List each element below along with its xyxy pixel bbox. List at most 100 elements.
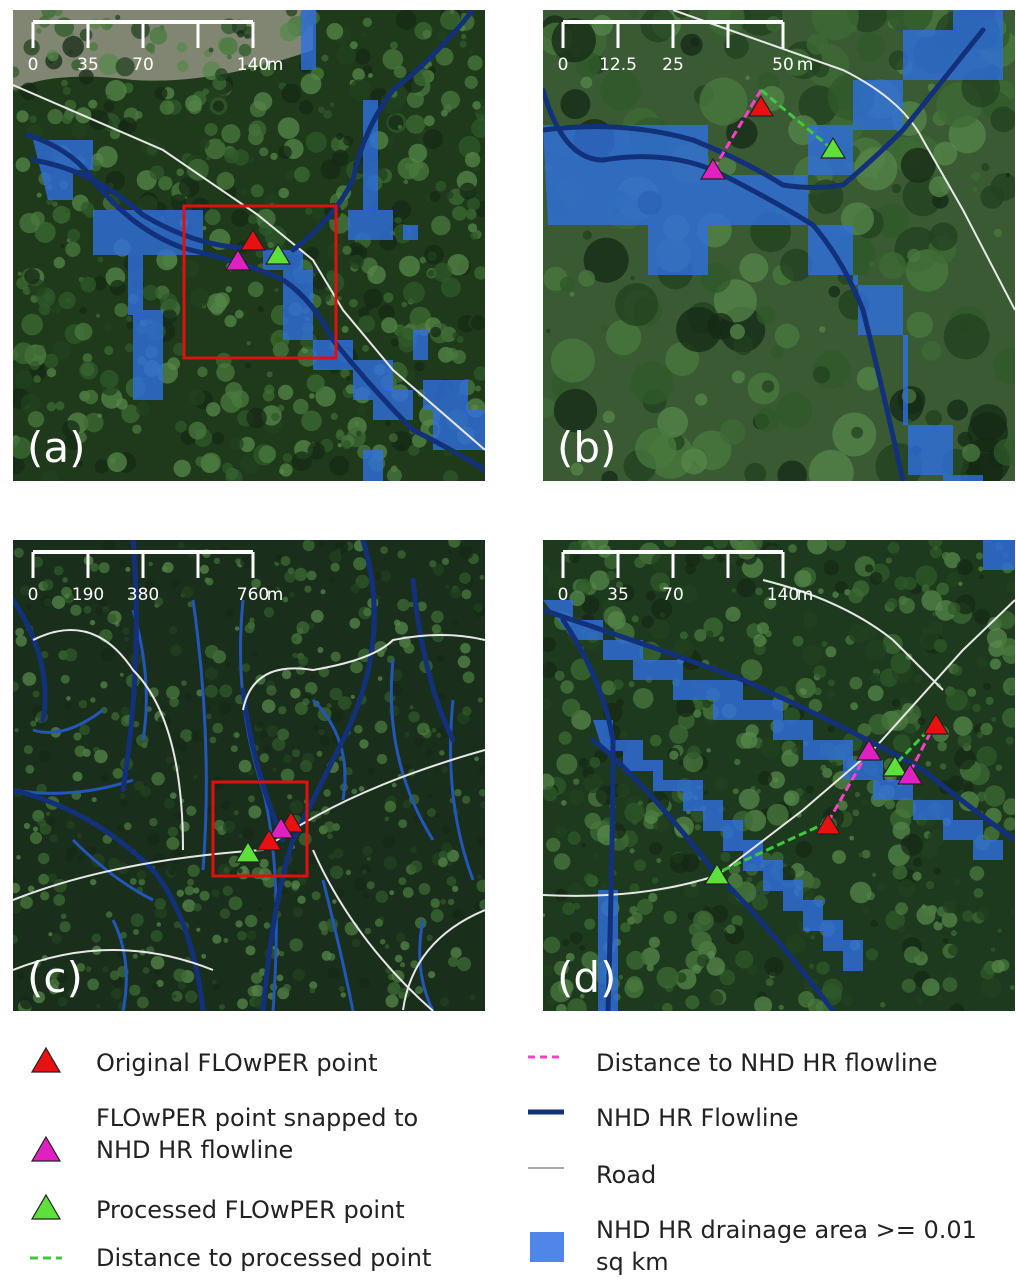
- tree: [452, 206, 467, 221]
- tree: [967, 688, 976, 697]
- scale-label: 140: [237, 55, 269, 75]
- tree: [185, 886, 195, 896]
- tree: [912, 872, 921, 881]
- tree: [331, 563, 340, 572]
- tree: [720, 852, 730, 862]
- tree: [80, 307, 87, 314]
- tree: [246, 408, 266, 428]
- tree: [304, 586, 311, 593]
- tree: [80, 277, 96, 293]
- tree: [383, 293, 393, 303]
- tree: [755, 407, 780, 432]
- tree: [223, 821, 235, 833]
- tree: [152, 984, 158, 990]
- panel-label: (d): [557, 953, 616, 1002]
- tree: [809, 964, 814, 969]
- tree: [242, 663, 251, 672]
- tree: [239, 760, 252, 773]
- tree: [408, 711, 419, 722]
- tree: [150, 27, 168, 45]
- tree: [907, 312, 933, 338]
- tree: [39, 750, 52, 763]
- tree: [465, 76, 478, 89]
- tree: [442, 558, 449, 565]
- tree: [314, 726, 319, 731]
- tree: [384, 856, 397, 869]
- tree: [292, 451, 312, 471]
- tree: [245, 915, 257, 927]
- tree: [947, 400, 968, 421]
- tree: [669, 725, 688, 744]
- tree: [223, 886, 233, 896]
- tree: [137, 997, 149, 1009]
- tree: [922, 978, 940, 996]
- tree: [77, 833, 82, 838]
- tree: [352, 939, 361, 948]
- tree: [271, 413, 279, 421]
- tree: [312, 891, 321, 900]
- panel-label: (c): [27, 953, 83, 1002]
- tree: [448, 957, 459, 968]
- tree: [177, 60, 188, 71]
- tree: [375, 721, 388, 734]
- tree: [926, 881, 934, 889]
- tree: [168, 827, 178, 837]
- tree: [234, 732, 239, 737]
- tree: [818, 588, 824, 594]
- tree: [290, 688, 301, 699]
- tree: [937, 742, 947, 752]
- tree: [913, 858, 922, 867]
- tree: [259, 147, 268, 156]
- tree: [468, 223, 477, 232]
- tree: [177, 42, 187, 52]
- tree: [19, 213, 39, 233]
- tree: [213, 723, 224, 734]
- tree: [54, 257, 65, 268]
- tree: [143, 967, 150, 974]
- tree: [322, 951, 332, 961]
- tree: [148, 562, 152, 566]
- tree: [376, 573, 383, 580]
- tree: [30, 361, 40, 371]
- tree: [75, 746, 86, 757]
- tree: [367, 857, 371, 861]
- tree: [90, 620, 95, 625]
- tree: [168, 867, 176, 875]
- legend-label: Distance to processed point: [96, 1242, 431, 1274]
- tree: [327, 968, 339, 980]
- scale-label: 140: [767, 585, 799, 605]
- tree: [24, 269, 40, 285]
- tree: [828, 679, 835, 686]
- tree: [35, 345, 46, 356]
- tree: [264, 607, 274, 617]
- tree: [63, 87, 71, 95]
- tree: [390, 42, 398, 50]
- tree: [96, 608, 103, 615]
- tree: [321, 292, 331, 302]
- tree: [67, 229, 80, 242]
- tree: [166, 837, 179, 850]
- tree: [757, 306, 776, 325]
- tree: [687, 746, 701, 760]
- tree: [342, 326, 349, 333]
- tree: [305, 208, 312, 215]
- tree: [245, 34, 250, 39]
- tree: [75, 323, 93, 341]
- tree: [307, 571, 317, 581]
- tree: [467, 198, 480, 211]
- tree: [67, 821, 75, 829]
- tree: [331, 413, 338, 420]
- tree: [578, 758, 588, 768]
- tree: [425, 749, 433, 757]
- tree: [237, 931, 247, 941]
- tree: [29, 115, 37, 123]
- tree: [259, 859, 268, 868]
- tree: [221, 124, 240, 143]
- tree: [422, 729, 426, 733]
- tree: [113, 768, 124, 779]
- tree: [929, 176, 950, 197]
- tree: [349, 299, 358, 308]
- tree: [389, 433, 398, 442]
- tree: [649, 842, 662, 855]
- tree: [477, 875, 482, 880]
